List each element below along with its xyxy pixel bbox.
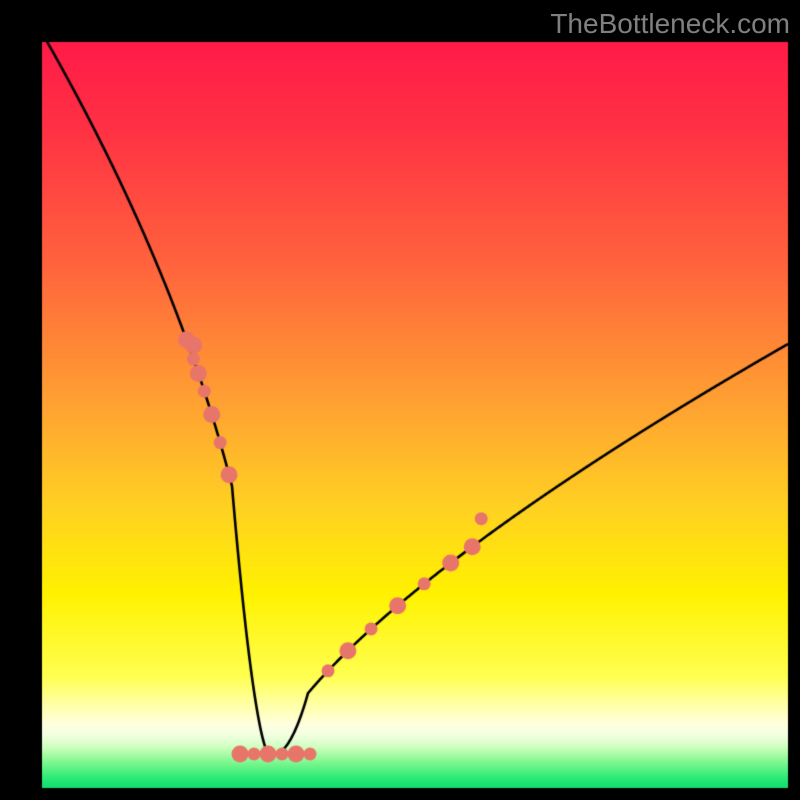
watermark-text: TheBottleneck.com xyxy=(550,8,790,40)
chart-frame: TheBottleneck.com xyxy=(0,0,800,800)
bottleneck-chart-canvas xyxy=(0,0,800,800)
